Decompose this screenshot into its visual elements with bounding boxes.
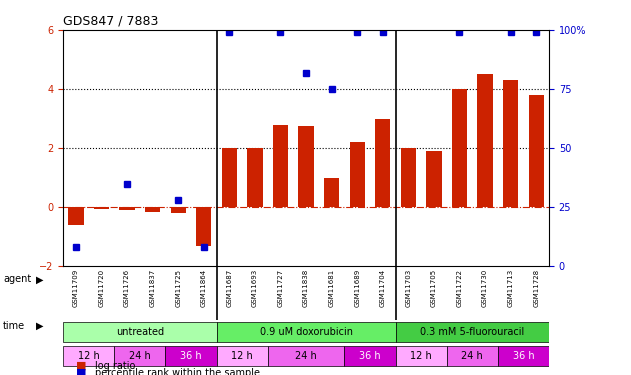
Text: GSM11693: GSM11693 <box>252 269 258 307</box>
Text: 12 h: 12 h <box>231 351 253 361</box>
Text: ▶: ▶ <box>36 274 44 284</box>
Text: 0.3 mM 5-fluorouracil: 0.3 mM 5-fluorouracil <box>420 327 524 337</box>
Text: 12 h: 12 h <box>78 351 100 361</box>
Bar <box>145 207 160 212</box>
Text: 24 h: 24 h <box>129 351 151 361</box>
Text: GSM11709: GSM11709 <box>73 269 79 307</box>
Bar <box>216 346 268 366</box>
Text: GSM11713: GSM11713 <box>507 269 514 307</box>
Text: GSM11703: GSM11703 <box>405 269 411 307</box>
Bar <box>452 89 467 207</box>
Text: GSM11705: GSM11705 <box>431 269 437 307</box>
Bar <box>165 346 216 366</box>
Bar <box>63 322 216 342</box>
Text: 12 h: 12 h <box>410 351 432 361</box>
Text: GSM11728: GSM11728 <box>533 269 539 307</box>
Bar <box>221 148 237 207</box>
Bar <box>119 207 134 210</box>
Text: GSM11837: GSM11837 <box>150 269 156 307</box>
Bar <box>196 207 211 246</box>
Text: GSM11720: GSM11720 <box>98 269 105 307</box>
Text: ■: ■ <box>76 368 86 375</box>
Bar <box>268 346 345 366</box>
Text: GSM11689: GSM11689 <box>354 269 360 307</box>
Text: 24 h: 24 h <box>461 351 483 361</box>
Text: agent: agent <box>3 274 32 284</box>
Text: GSM11838: GSM11838 <box>303 269 309 307</box>
Text: GSM11864: GSM11864 <box>201 269 207 307</box>
Text: GSM11687: GSM11687 <box>227 269 232 307</box>
Bar <box>273 124 288 207</box>
Bar <box>114 346 165 366</box>
Bar <box>426 151 442 207</box>
Text: log ratio: log ratio <box>95 361 135 370</box>
Bar <box>401 148 416 207</box>
Text: 24 h: 24 h <box>295 351 317 361</box>
Text: GSM11725: GSM11725 <box>175 269 181 307</box>
Text: GSM11681: GSM11681 <box>329 269 334 307</box>
Bar <box>94 207 109 209</box>
Text: GSM11704: GSM11704 <box>380 269 386 307</box>
Bar <box>63 346 114 366</box>
Bar <box>350 142 365 207</box>
Text: GSM11727: GSM11727 <box>278 269 283 307</box>
Bar <box>298 126 314 207</box>
Bar <box>247 148 262 207</box>
Bar <box>529 95 544 207</box>
Bar <box>498 346 549 366</box>
Text: GSM11726: GSM11726 <box>124 269 130 307</box>
Text: percentile rank within the sample: percentile rank within the sample <box>95 368 259 375</box>
Bar <box>324 178 339 207</box>
Bar <box>396 346 447 366</box>
Bar <box>447 346 498 366</box>
Text: 36 h: 36 h <box>512 351 534 361</box>
Text: 36 h: 36 h <box>180 351 202 361</box>
Bar <box>396 322 549 342</box>
Bar <box>478 74 493 207</box>
Text: ■: ■ <box>76 361 86 370</box>
Bar <box>503 80 518 207</box>
Bar <box>345 346 396 366</box>
Bar <box>170 207 186 213</box>
Text: GDS847 / 7883: GDS847 / 7883 <box>63 15 158 27</box>
Text: ▶: ▶ <box>36 321 44 331</box>
Text: untreated: untreated <box>115 327 164 337</box>
Text: GSM11730: GSM11730 <box>482 269 488 307</box>
Bar <box>216 322 396 342</box>
Text: 0.9 uM doxorubicin: 0.9 uM doxorubicin <box>259 327 353 337</box>
Bar <box>375 118 391 207</box>
Text: GSM11722: GSM11722 <box>456 269 463 307</box>
Bar <box>68 207 83 225</box>
Text: 36 h: 36 h <box>359 351 380 361</box>
Text: time: time <box>3 321 25 331</box>
